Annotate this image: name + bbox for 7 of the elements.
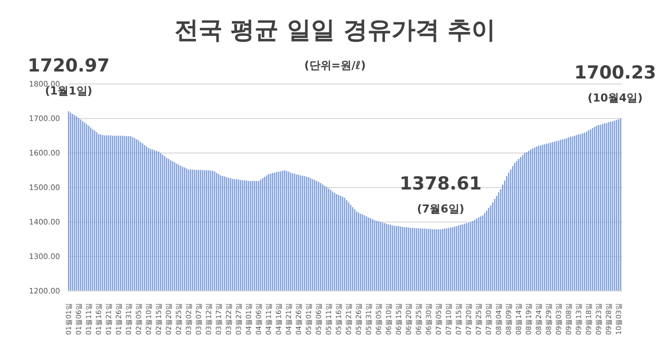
data-label: 1720.97 [28,55,110,76]
chart-subtitle: (단위=원/ℓ) [304,59,366,72]
chart-title: 전국 평균 일일 경유가격 추이 [173,15,497,46]
annotation: (7월6일) [416,202,464,216]
data-label: 1700.23 [574,62,656,84]
annotation: (10월4일) [588,91,643,104]
data-label: 1378.61 [400,173,482,194]
